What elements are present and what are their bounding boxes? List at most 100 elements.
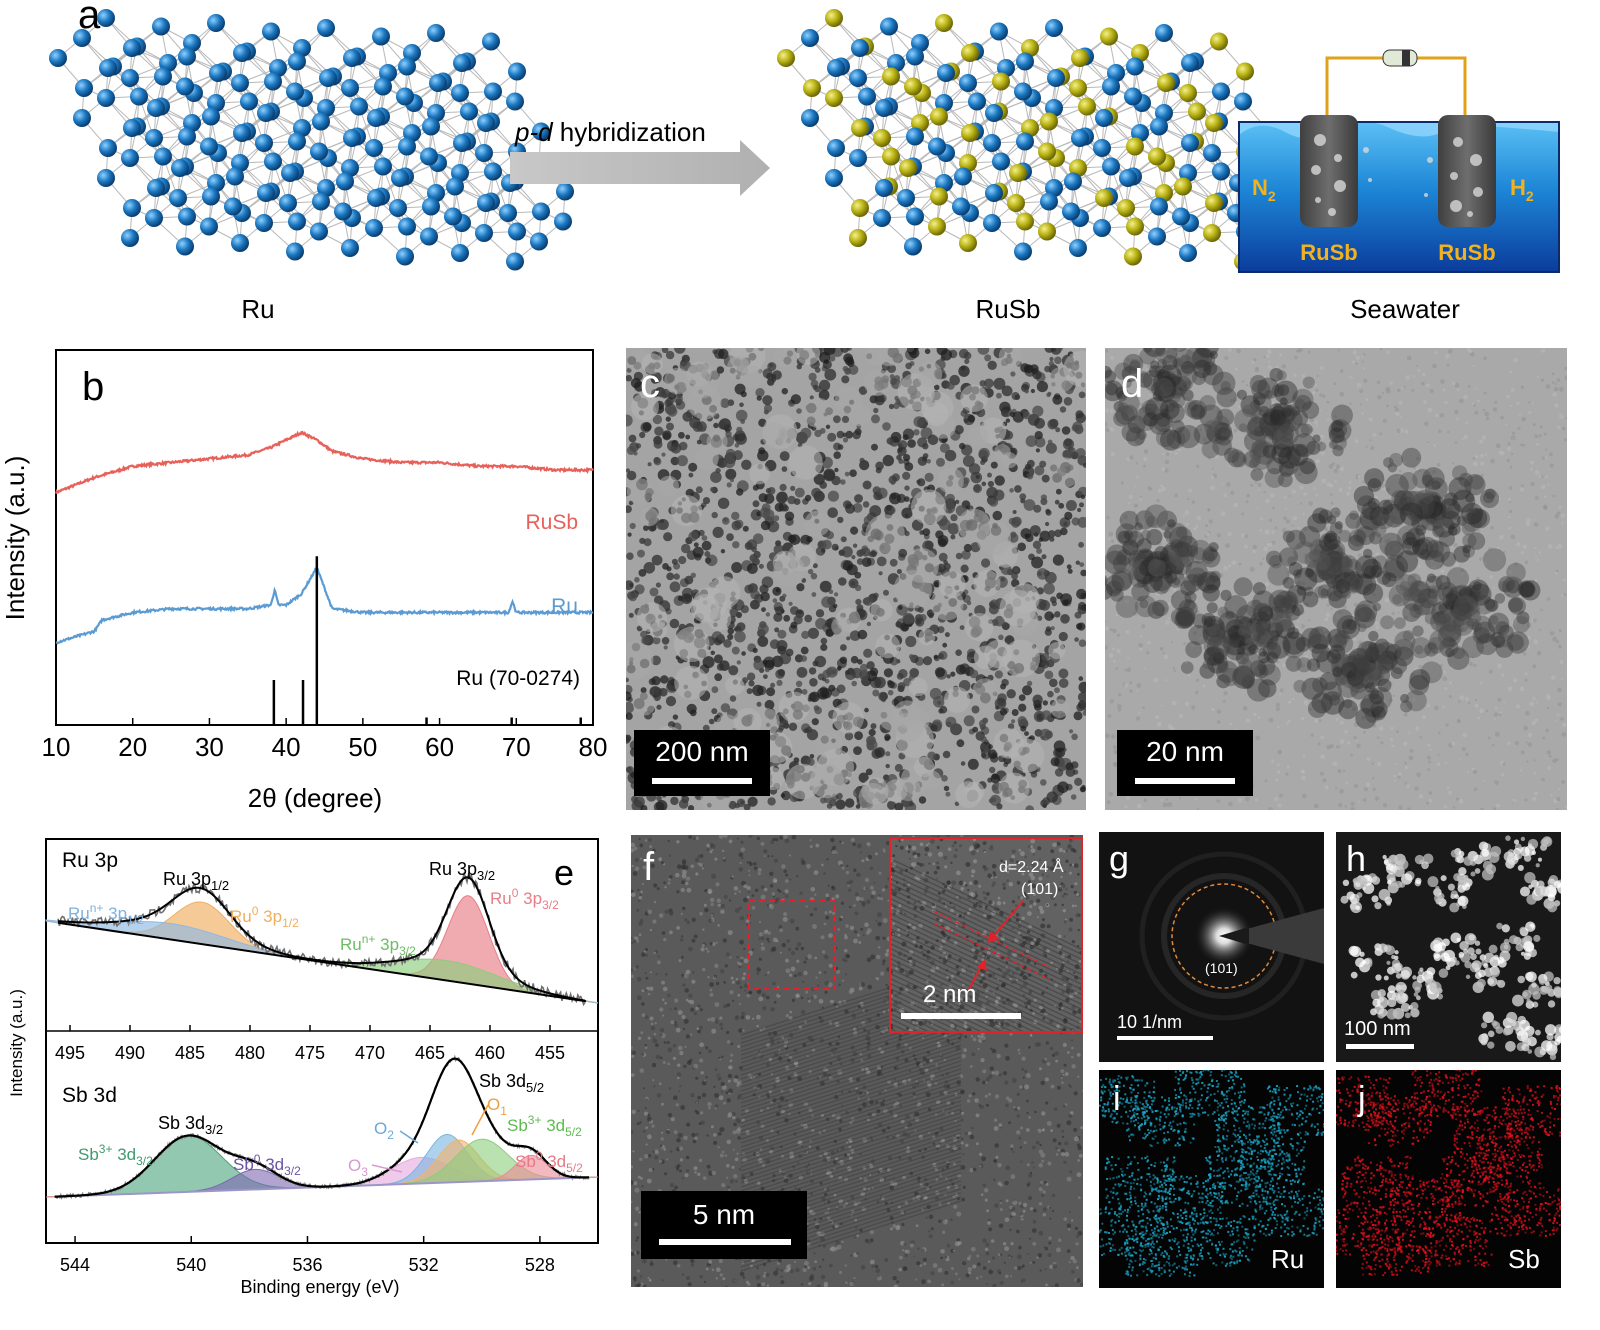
lattice-atom	[801, 109, 819, 127]
panel-f-letter: f	[643, 845, 654, 890]
lattice-atom	[176, 238, 194, 256]
lattice-atom	[147, 99, 165, 117]
lattice-atom	[1095, 109, 1113, 127]
lattice-atom	[1009, 164, 1027, 182]
lattice-atom	[99, 139, 117, 157]
lattice-atom	[154, 148, 172, 166]
lattice-atom	[1078, 98, 1096, 116]
lattice-atom	[1007, 194, 1025, 212]
lattice-atom	[420, 148, 438, 166]
lattice-atom	[935, 14, 953, 32]
ru3p-x-tick-label: 460	[475, 1043, 505, 1063]
ru3p-x-tick-label: 490	[115, 1043, 145, 1063]
lattice-atom	[1179, 84, 1197, 102]
lattice-atom	[200, 218, 218, 236]
lattice-atom	[930, 108, 948, 126]
ru3p-x-tick-label: 465	[415, 1043, 445, 1063]
inset-scale-label: 2 nm	[923, 981, 976, 1009]
lattice-atom	[255, 134, 273, 152]
lattice-atom	[1212, 163, 1230, 181]
ring-label: (101)	[1205, 960, 1238, 976]
lattice-atom	[123, 39, 141, 57]
lattice-atom	[849, 229, 867, 247]
lattice-atom	[1100, 28, 1118, 46]
scale-bar-g-line	[1117, 1036, 1213, 1040]
lattice-atom	[556, 183, 574, 201]
ru-structure-label: Ru	[241, 294, 274, 324]
lattice-atom	[968, 93, 986, 111]
lattice-atom	[123, 119, 141, 137]
lattice-atom	[954, 168, 972, 186]
lattice-atom	[1038, 223, 1056, 241]
lattice-atom	[1117, 199, 1135, 217]
lattice-atom	[310, 223, 328, 241]
scale-bar-g-label: 10 1/nm	[1117, 1012, 1182, 1033]
lattice-atom	[506, 93, 524, 111]
lattice-atom	[1181, 134, 1199, 152]
lattice-atom	[904, 78, 922, 96]
lattice-atom	[319, 69, 337, 87]
lattice-atom	[992, 73, 1010, 91]
lattice-atom	[1126, 58, 1144, 76]
xrd-y-axis-label: Intensity (a.u.)	[0, 456, 30, 621]
lattice-atom	[147, 179, 165, 197]
lattice-atom	[961, 124, 979, 142]
ru3p-x-tick-label: 495	[55, 1043, 85, 1063]
panel-a-graphic: N2 H2 RuSb RuSb a p-d hybridization Ru R…	[0, 0, 1600, 340]
lattice-atom	[882, 148, 900, 166]
lattice-atom	[906, 208, 924, 226]
lattice-atom	[880, 18, 898, 36]
lattice-atom	[123, 199, 141, 217]
lattice-atom	[897, 189, 915, 207]
panel-h-letter: h	[1346, 838, 1366, 880]
xrd-x-tick-label: 40	[272, 732, 301, 762]
ru3p-x-tick-label: 470	[355, 1043, 385, 1063]
lattice-atom	[928, 218, 946, 236]
lattice-atom	[99, 59, 117, 77]
lattice-atom	[849, 69, 867, 87]
lattice-atom	[1236, 63, 1254, 81]
lattice-atom	[154, 68, 172, 86]
xrd-x-tick-label: 10	[42, 732, 71, 762]
lattice-atom	[429, 74, 447, 92]
ru3p-x-tick-label: 485	[175, 1043, 205, 1063]
ru3p-panel-label: Ru 3p	[62, 849, 118, 872]
sb3d32-label: Sb 3d3/2	[158, 1113, 223, 1137]
lattice-atom	[827, 139, 845, 157]
lattice-atom	[367, 189, 385, 207]
lattice-atom	[286, 83, 304, 101]
hybridization-label: p-d hybridization	[514, 117, 706, 147]
sb3d-x-tick-label: 532	[409, 1255, 439, 1275]
reference-label: Ru (70-0274)	[456, 667, 580, 690]
lattice-atom	[959, 234, 977, 252]
lattice-atom	[825, 89, 843, 107]
lattice-atom	[152, 18, 170, 36]
lattice-atom	[532, 203, 550, 221]
lattice-atom	[1205, 194, 1223, 212]
lattice-atom	[930, 188, 948, 206]
panel-f: f d=2.24 Å (101) 2 nm 5 nm	[631, 835, 1083, 1287]
lattice-atom	[310, 143, 328, 161]
lattice-atom	[875, 179, 893, 197]
lattice-atom	[121, 69, 139, 87]
lattice-atom	[858, 88, 876, 106]
lattice-atom	[1038, 143, 1056, 161]
lattice-atom	[1124, 88, 1142, 106]
xrd-x-tick-label: 20	[118, 732, 147, 762]
legend-ru: Ru	[551, 595, 578, 618]
lattice-atom	[374, 78, 392, 96]
lattice-atom	[1172, 208, 1190, 226]
lattice-atom	[350, 98, 368, 116]
lattice-atom	[422, 118, 440, 136]
lattice-atom	[1040, 193, 1058, 211]
xrd-series-rusb	[56, 432, 593, 494]
scale-bar-d-line	[1135, 778, 1235, 784]
lattice-atom	[1016, 213, 1034, 231]
lattice-atom	[803, 79, 821, 97]
lattice-atom	[453, 134, 471, 152]
sb3d-x-tick-label: 528	[525, 1255, 555, 1275]
lattice-atom	[952, 198, 970, 216]
